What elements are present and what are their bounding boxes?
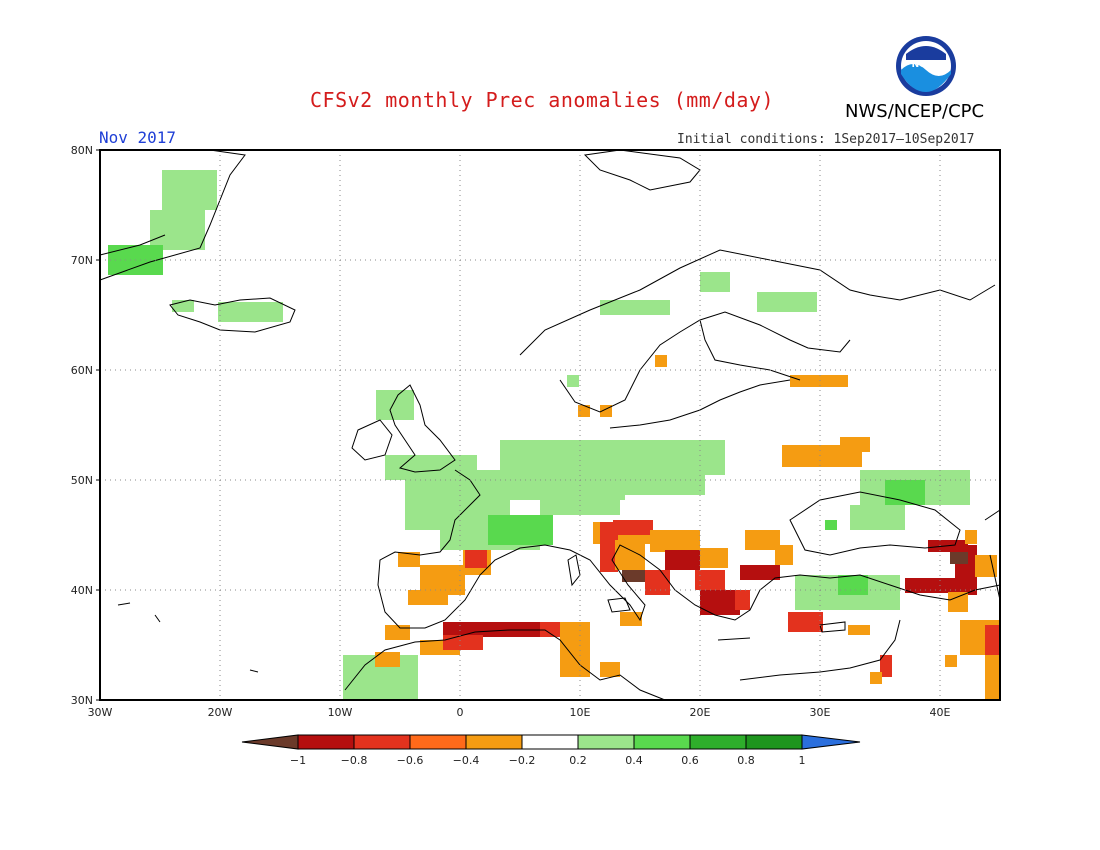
agency-label: NWS/NCEP/CPC <box>845 101 985 122</box>
anomaly-cells <box>108 170 1000 700</box>
lon-tick-label: 0 <box>457 706 464 719</box>
lon-tick-label: 40E <box>930 706 951 719</box>
colorbar-label: 1 <box>799 754 806 767</box>
noaa-logo: NOAA <box>896 36 956 96</box>
initial-conditions: Initial conditions: 1Sep2017–10Sep2017 <box>677 132 975 147</box>
map-frame <box>99 149 1001 701</box>
lon-axis: 30W 20W 10W 0 10E 20E 30E 40E <box>88 706 951 719</box>
lon-tick-label: 30W <box>88 706 113 719</box>
colorbar-label: −1 <box>290 754 306 767</box>
colorbar-label: 0.2 <box>569 754 587 767</box>
colorbar-swatch <box>521 734 579 750</box>
lat-tick-label: 60N <box>71 364 93 377</box>
lat-tick-label: 70N <box>71 254 93 267</box>
colorbar-swatch <box>353 734 411 750</box>
colorbar-swatch <box>297 734 355 750</box>
colorbar-label: 0.4 <box>625 754 643 767</box>
colorbar: −1 −0.8 −0.6 −0.4 −0.2 0.2 0.4 0.6 0.8 1 <box>241 734 861 767</box>
lat-tick-label: 40N <box>71 584 93 597</box>
lon-tick-label: 20W <box>208 706 233 719</box>
lon-tick-label: 10E <box>570 706 591 719</box>
colorbar-label: −0.4 <box>453 754 480 767</box>
lat-axis: 80N 70N 60N 50N 40N 30N <box>71 144 100 707</box>
lon-tick-label: 20E <box>690 706 711 719</box>
colorbar-label: 0.8 <box>737 754 755 767</box>
coastlines <box>99 149 1001 701</box>
colorbar-label: 0.6 <box>681 754 699 767</box>
colorbar-label: −0.6 <box>397 754 424 767</box>
lat-tick-label: 80N <box>71 144 93 157</box>
chart-title: CFSv2 monthly Prec anomalies (mm/day) <box>310 88 775 112</box>
colorbar-label: −0.2 <box>509 754 536 767</box>
gridlines <box>100 150 1000 700</box>
forecast-month: Nov 2017 <box>99 128 177 147</box>
colorbar-swatch <box>465 734 523 750</box>
colorbar-arrow-low <box>241 734 299 750</box>
lon-tick-label: 30E <box>810 706 831 719</box>
colorbar-label: −0.8 <box>341 754 368 767</box>
colorbar-swatch <box>633 734 691 750</box>
lat-tick-label: 30N <box>71 694 93 707</box>
lat-tick-label: 50N <box>71 474 93 487</box>
colorbar-swatch <box>745 734 803 750</box>
colorbar-swatch <box>409 734 467 750</box>
colorbar-swatch <box>689 734 747 750</box>
lon-tick-label: 10W <box>328 706 353 719</box>
colorbar-swatch <box>577 734 635 750</box>
logo-text: NOAA <box>912 60 941 70</box>
colorbar-arrow-high <box>801 734 861 750</box>
